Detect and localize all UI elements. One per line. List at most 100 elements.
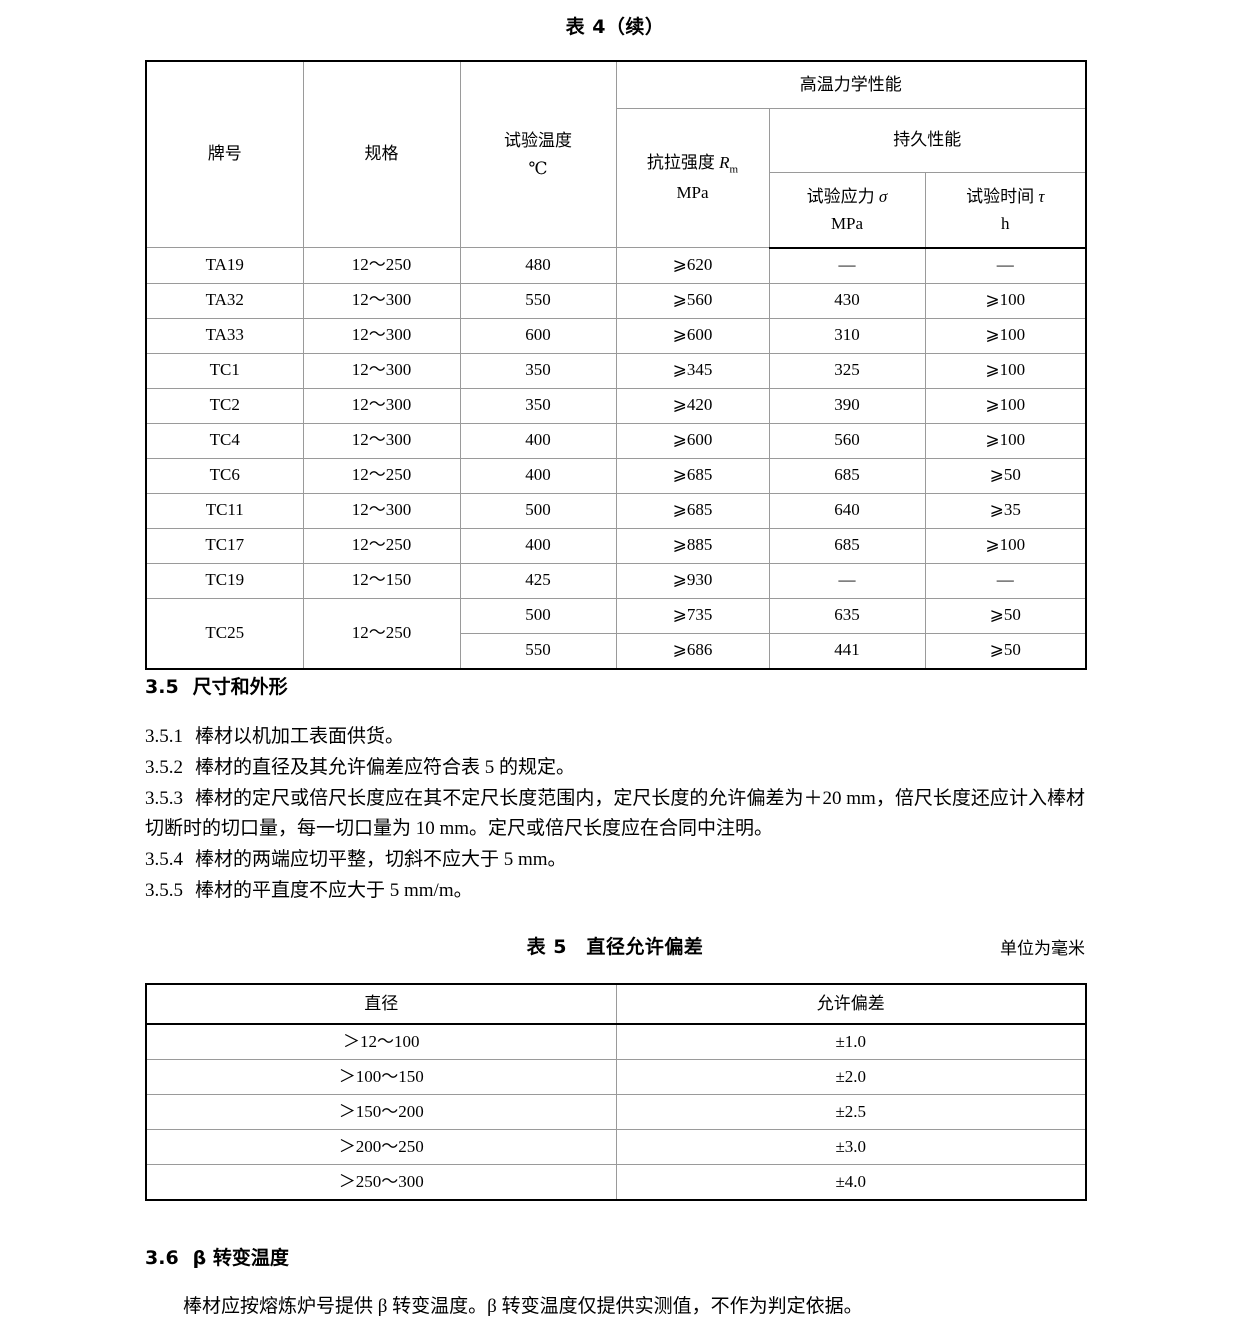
cell-test-stress: 640: [768, 492, 926, 529]
table-row: TA19 12～250 480 ⩾620— —: [145, 247, 1087, 284]
table-row: TC17 12～250 400 ⩾885 685 ⩾100: [145, 527, 1087, 564]
table5-caption-row: 表 5 直径允许偏差 单位为毫米: [145, 932, 1085, 959]
th-grade: 牌号: [145, 60, 304, 248]
cell-tensile-strength: ⩾685: [615, 492, 770, 529]
table-row: TA32 12～300 550 ⩾560 430 ⩾100: [145, 282, 1087, 319]
cell-tensile-strength: ⩾600: [615, 317, 770, 354]
cell-test-temperature: 400: [459, 527, 617, 564]
table-row: TC4 12～300 400 ⩾600 560 ⩾100: [145, 422, 1087, 459]
cell-tensile-strength: ⩾620: [615, 247, 770, 284]
clause-3-5-3-text: 棒材的定尺或倍尺长度应在其不定尺长度范围内，定尺长度的允许偏差为＋20 mm，倍…: [145, 787, 1085, 840]
cell-test-time: ⩾50: [924, 597, 1087, 634]
table4-head-row-2: 抗拉强度 Rm MPa 持久性能: [146, 108, 1087, 248]
cell-test-stress: 325: [768, 352, 926, 389]
cell-spec: 12～300: [302, 422, 461, 459]
cell-tolerance: ±2.0: [615, 1059, 1087, 1095]
table-row: ＞200～250 ±3.0: [145, 1129, 1087, 1165]
table5-wrapper: 直径 允许偏差 ＞12～100 ±1.0 ＞100～150 ±2.0 ＞150～200 ±…: [145, 983, 1087, 1201]
section-3-5-heading: 3.5 尺寸和外形: [145, 672, 1085, 699]
cell-test-stress: 560: [768, 422, 926, 459]
clause-3-5-1-number: 3.5.1: [145, 726, 183, 747]
table4-caption-row: 表 4（续）: [145, 12, 1085, 39]
cell-tensile-strength: ⩾560: [615, 282, 770, 319]
section-3-5-items: 3.5.1 棒材以机加工表面供货。 3.5.2 棒材的直径及其允许偏差应符合表 5 …: [145, 722, 1085, 907]
clause-3-5-3-number: 3.5.3: [145, 787, 183, 809]
cell-diameter: ＞200～250: [145, 1129, 617, 1165]
clause-3-5-5-text: 棒材的平直度不应大于 5 mm/m。: [195, 879, 473, 901]
th-tensile-strength-unit: MPa: [676, 183, 709, 203]
cell-test-stress: 430: [768, 282, 926, 319]
cell-grade: TC11: [145, 492, 304, 529]
cell-test-time: ⩾100: [924, 282, 1087, 319]
section-3-5-title: 尺寸和外形: [192, 676, 288, 698]
cell-spec: 12～300: [302, 317, 461, 354]
cell-tensile-strength: ⩾345: [615, 352, 770, 389]
cell-grade: TC17: [145, 527, 304, 564]
clause-3-5-2-text: 棒材的直径及其允许偏差应符合表 5 的规定。: [195, 756, 576, 778]
table-row: TC1 12～300 350 ⩾345 325 ⩾100: [145, 352, 1087, 389]
table5-head-row: 直径 允许偏差: [145, 983, 1087, 1025]
table-row: TC25 12～250 500 ⩾735 635 ⩾50: [145, 597, 1087, 669]
cell-test-temperature: 550: [459, 282, 617, 319]
clause-3-5-2: 3.5.2 棒材的直径及其允许偏差应符合表 5 的规定。: [145, 753, 1085, 784]
table-row: ＞100～150 ±2.0: [145, 1059, 1087, 1095]
table4-head: 牌号 规格 试验温度 ℃ 高温力学性能 抗拉强度 Rm MPa 持久性能: [145, 60, 1087, 249]
cell-grade: TC19: [145, 562, 304, 599]
table4-body: TA19 12～250 480 ⩾620— — TA32 12～300 550 ⩾560 430 ⩾…: [145, 247, 1087, 669]
table5-body: ＞12～100 ±1.0 ＞100～150 ±2.0 ＞150～200 ±2.5 ＞200～…: [145, 1023, 1087, 1201]
cell-tolerance: ±4.0: [615, 1164, 1087, 1201]
cell-test-temperature: 500: [459, 597, 617, 634]
cell-spec: 12～300: [302, 492, 461, 529]
cell-grade: TC25: [145, 597, 304, 669]
th-tensile-strength-symbol: R: [719, 153, 730, 173]
table-row: TA33 12～300 600 ⩾600 310 ⩾100: [145, 317, 1087, 354]
th-test-stress-text: 试验应力: [806, 186, 879, 206]
cell-diameter: ＞100～150: [145, 1059, 617, 1095]
cell-test-temperature: 400: [459, 457, 617, 494]
section-3-6-body-wrapper: 棒材应按熔炼炉号提供 β 转变温度。β 转变温度仅提供实测值，不作为判定依据。: [145, 1292, 1085, 1323]
cell-tensile-strength: ⩾885: [615, 527, 770, 564]
cell-diameter: ＞250～300: [145, 1164, 617, 1201]
table-4-high-temp-properties: 牌号 规格 试验温度 ℃ 高温力学性能 抗拉强度 Rm MPa 持久性能: [145, 60, 1087, 670]
cell-tolerance: ±1.0: [615, 1023, 1087, 1060]
clause-3-5-3: 3.5.3 棒材的定尺或倍尺长度应在其不定尺长度范围内，定尺长度的允许偏差为＋20…: [145, 784, 1085, 846]
th-test-temperature-unit: ℃: [528, 158, 548, 178]
th-test-time-symbol: τ: [1038, 186, 1045, 206]
cell-test-temperature: 350: [459, 352, 617, 389]
cell-spec: 12～250: [302, 527, 461, 564]
cell-tensile-strength: ⩾420: [615, 387, 770, 424]
table4-wrapper: 牌号 规格 试验温度 ℃ 高温力学性能 抗拉强度 Rm MPa 持久性能: [145, 60, 1087, 670]
cell-test-time: ⩾100: [924, 387, 1087, 424]
table4-head-row-1: 牌号 规格 试验温度 ℃ 高温力学性能: [145, 60, 1087, 248]
th-test-time-label: 试验时间 τ: [929, 183, 1083, 210]
cell-test-stress: 685: [768, 457, 926, 494]
cell-spec: 12～300: [302, 387, 461, 424]
cell-test-stress: —: [768, 247, 926, 284]
table-row: ＞150～200 ±2.5: [145, 1094, 1087, 1130]
clause-3-5-5: 3.5.5 棒材的平直度不应大于 5 mm/m。: [145, 876, 1085, 907]
th-test-stress-label: 试验应力 σ: [773, 183, 922, 210]
cell-test-time: ⩾100: [924, 352, 1087, 389]
cell-test-temperature: 480: [459, 247, 617, 284]
cell-test-time: ⩾35: [924, 492, 1087, 529]
th-durable-group: 持久性能: [768, 108, 1087, 173]
th-high-temp-group: 高温力学性能: [615, 60, 1087, 109]
cell-grade: TC1: [145, 352, 304, 389]
cell-spec: 12～250: [302, 457, 461, 494]
table4-caption: 表 4（续）: [565, 16, 665, 38]
cell-test-time: ⩾100: [924, 317, 1087, 354]
cell-diameter: ＞150～200: [145, 1094, 617, 1130]
th-test-stress: 试验应力 σ MPa: [768, 171, 926, 249]
cell-test-stress: 635: [768, 597, 926, 634]
section-3-6-body: 棒材应按熔炼炉号提供 β 转变温度。β 转变温度仅提供实测值，不作为判定依据。: [183, 1296, 863, 1317]
clause-3-5-1-text: 棒材以机加工表面供货。: [195, 726, 405, 747]
table4-head-row-3: 试验应力 σ MPa 试验时间 τ h: [146, 171, 1087, 249]
th-tensile-strength-subscript: m: [729, 163, 739, 176]
clause-3-5-1: 3.5.1 棒材以机加工表面供货。: [145, 722, 1085, 753]
cell-tensile-strength: ⩾600: [615, 422, 770, 459]
table5-caption: 表 5 直径允许偏差: [526, 936, 704, 958]
th-test-temperature-label: 试验温度: [504, 131, 572, 151]
cell-grade: TC4: [145, 422, 304, 459]
th-test-time: 试验时间 τ h: [924, 171, 1087, 249]
cell-test-stress: —: [768, 562, 926, 599]
